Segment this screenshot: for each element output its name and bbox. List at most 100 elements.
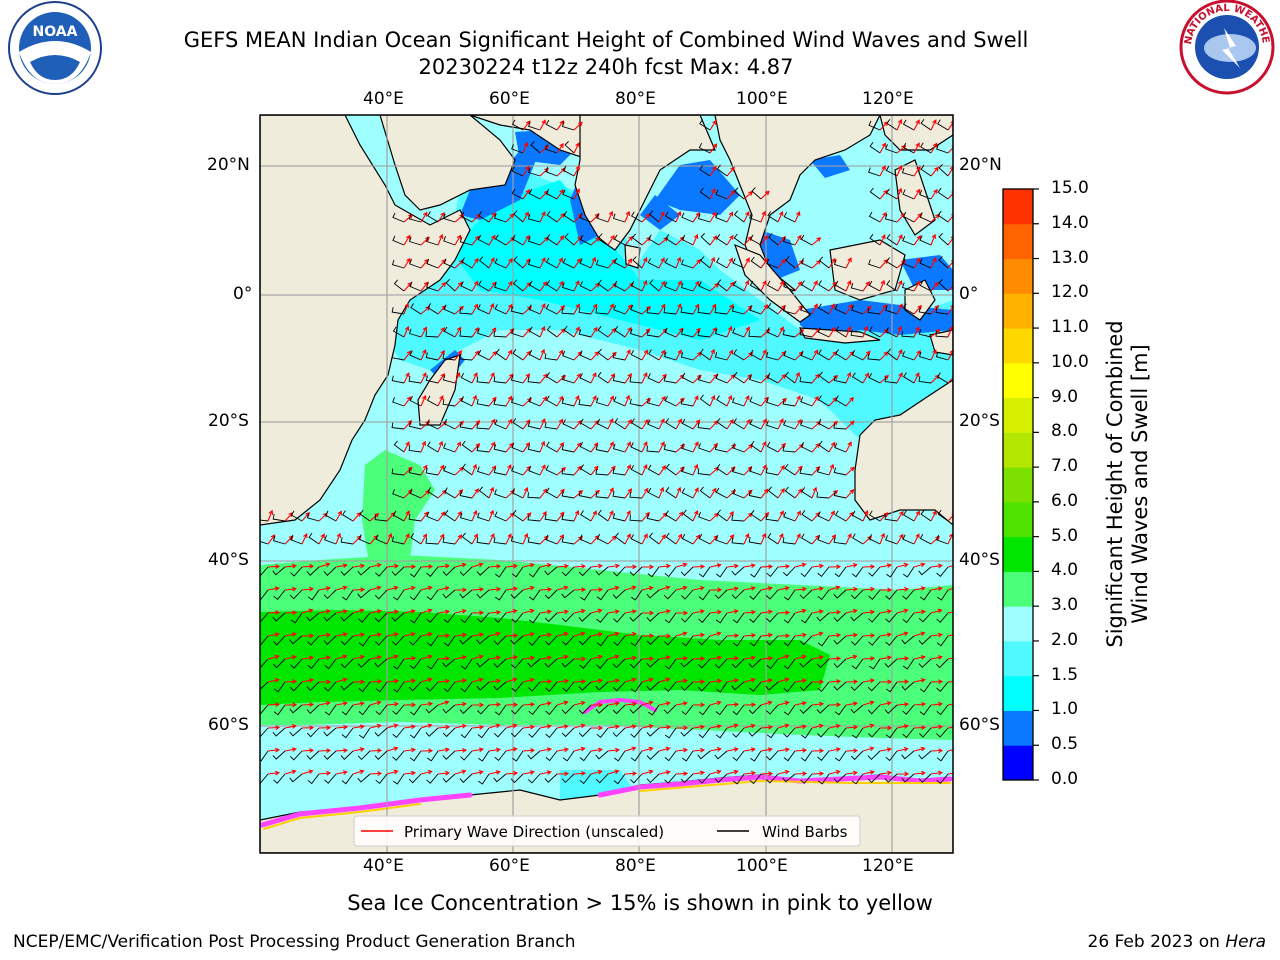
- wind-barb: [459, 422, 473, 430]
- wind-barb: [442, 727, 456, 738]
- wind-barb: [902, 704, 915, 715]
- colorbar-segment: [1003, 710, 1033, 746]
- wind-barb: [799, 329, 813, 338]
- wave-direction-arrow: [726, 586, 739, 592]
- wave-direction-arrow: [913, 586, 926, 591]
- wave-direction-arrow: [573, 326, 580, 338]
- wind-barb: [374, 612, 388, 623]
- wind-barb: [578, 566, 592, 577]
- wave-direction-arrow: [913, 235, 922, 246]
- wind-barb: [918, 566, 932, 576]
- wave-direction-arrow: [726, 211, 734, 223]
- lon-label-top-120e: 120°E: [862, 89, 914, 109]
- wind-barb: [699, 165, 711, 177]
- colorbar-segment: [1003, 536, 1033, 572]
- wind-barb: [442, 704, 456, 714]
- wind-barb: [478, 750, 490, 762]
- wind-barb: [799, 589, 813, 600]
- wind-barb: [715, 257, 728, 269]
- wind-barb: [578, 704, 592, 715]
- wind-barb: [664, 566, 677, 578]
- wind-barb: [901, 331, 915, 338]
- wave-direction-arrow: [760, 724, 774, 730]
- wave-direction-arrow: [709, 563, 722, 568]
- wind-barb: [936, 535, 949, 545]
- wave-direction-arrow: [522, 748, 536, 753]
- wind-barb: [919, 189, 932, 200]
- wave-direction-arrow: [658, 257, 665, 269]
- wave-direction-arrow: [522, 211, 529, 223]
- wind-barb: [697, 635, 711, 646]
- wind-barb: [869, 234, 881, 246]
- wave-direction-arrow: [930, 510, 937, 522]
- wind-barb: [561, 491, 575, 499]
- wave-direction-arrow: [420, 677, 433, 683]
- colorbar-segment: [1003, 571, 1033, 607]
- wind-barb: [579, 212, 592, 223]
- wind-barb: [629, 398, 643, 407]
- wind-barb: [680, 328, 694, 338]
- wind-barb: [425, 704, 439, 714]
- wind-barb: [342, 510, 354, 522]
- wind-barb: [494, 419, 507, 430]
- wave-direction-arrow: [896, 348, 903, 361]
- wind-barb: [767, 533, 779, 545]
- wave-direction-arrow: [590, 608, 603, 614]
- wave-direction-arrow: [352, 608, 365, 614]
- wave-direction-arrow: [488, 678, 502, 684]
- wave-direction-arrow: [658, 418, 665, 430]
- wind-barb: [443, 635, 456, 647]
- wave-direction-arrow: [743, 677, 756, 683]
- wave-direction-arrow: [471, 632, 485, 638]
- wave-direction-arrow: [624, 724, 637, 730]
- wave-direction-arrow: [760, 234, 768, 246]
- wave-direction-arrow: [675, 533, 683, 545]
- sea-ice-edge: [260, 697, 953, 830]
- wave-direction-arrow: [692, 702, 706, 708]
- colorbar-tick-label: 12.0: [1051, 282, 1089, 303]
- wind-barb: [545, 303, 558, 315]
- wind-barb: [375, 534, 388, 545]
- wind-barb: [511, 681, 524, 692]
- wind-barb: [903, 372, 915, 384]
- wind-barb: [698, 566, 711, 578]
- wind-barb: [901, 773, 915, 783]
- wave-direction-arrow: [913, 770, 927, 776]
- wave-direction-arrow: [828, 420, 839, 430]
- lat-label-left-20n: 20°N: [207, 155, 250, 175]
- wave-direction-arrow: [726, 723, 739, 729]
- wind-barb: [357, 773, 371, 783]
- wind-barb: [527, 213, 541, 223]
- wind-barb: [561, 704, 575, 715]
- wave-direction-arrow: [896, 187, 903, 200]
- wind-barb: [681, 704, 694, 716]
- wave-direction-arrow: [675, 771, 689, 776]
- wave-direction-arrow: [811, 631, 824, 637]
- wind-barb: [595, 469, 609, 476]
- wind-barb: [851, 372, 864, 384]
- wave-direction-arrow: [913, 609, 927, 615]
- wave-direction-arrow: [879, 725, 893, 731]
- wind-barb: [527, 658, 541, 668]
- lat-label-right-40s: 40°S: [959, 550, 1000, 570]
- wind-barb: [663, 307, 677, 315]
- wind-barb: [527, 750, 541, 760]
- wave-direction-arrow: [777, 700, 790, 706]
- wind-barb: [902, 658, 915, 670]
- wave-direction-arrow: [488, 586, 502, 592]
- wind-barb: [732, 488, 745, 499]
- wind-barb: [767, 302, 779, 315]
- wind-barb: [885, 750, 898, 762]
- wave-direction-arrow: [794, 608, 807, 614]
- wind-barb: [393, 681, 405, 693]
- wind-barb: [868, 658, 881, 670]
- wind-barb: [936, 144, 949, 154]
- wave-direction-arrow: [760, 349, 767, 361]
- wind-barb: [766, 397, 779, 407]
- wave-direction-arrow: [318, 679, 332, 685]
- wind-barb: [938, 256, 949, 269]
- wind-barb: [816, 492, 830, 499]
- wind-barb: [817, 727, 830, 738]
- wind-barb: [664, 658, 677, 670]
- wind-barb: [800, 396, 813, 407]
